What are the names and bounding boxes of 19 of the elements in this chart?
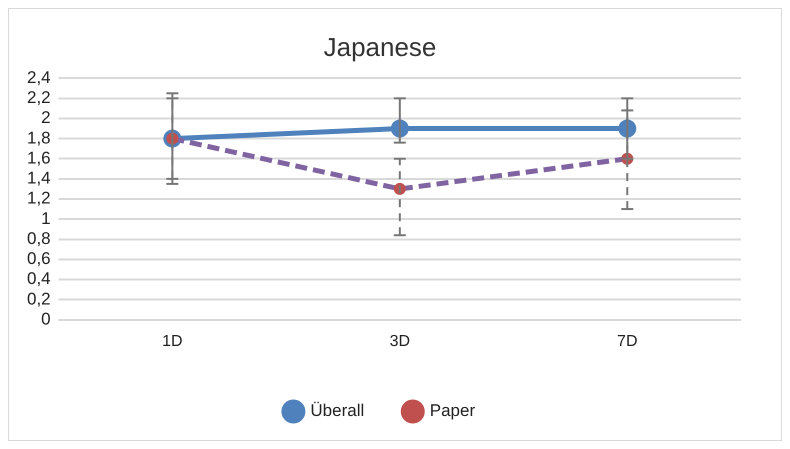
legend-label: Überall [310, 401, 364, 420]
y-tick-label: 2 [41, 108, 51, 128]
y-tick-label: 0 [41, 309, 51, 328]
y-tick-label: 1,2 [26, 188, 51, 208]
x-tick-label: 7D [617, 332, 638, 350]
y-tick-label: 2,2 [26, 88, 51, 108]
y-tick-label: 1,4 [26, 168, 51, 188]
y-tick-label: 0,8 [26, 228, 51, 248]
x-tick-label: 1D [162, 332, 183, 350]
chart-title: Japanese [324, 32, 436, 62]
y-tick-label: 0,4 [26, 269, 51, 288]
y-tick-label: 0,6 [26, 249, 51, 268]
y-tick-label: 1,8 [26, 128, 51, 148]
x-tick-label: 3D [390, 332, 410, 350]
y-tick-label: 1 [41, 208, 51, 228]
y-tick-label: 1,6 [26, 148, 51, 168]
y-tick-label: 2,4 [26, 68, 51, 87]
y-tick-label: 0,2 [26, 289, 51, 308]
legend-label: Paper [430, 401, 476, 420]
